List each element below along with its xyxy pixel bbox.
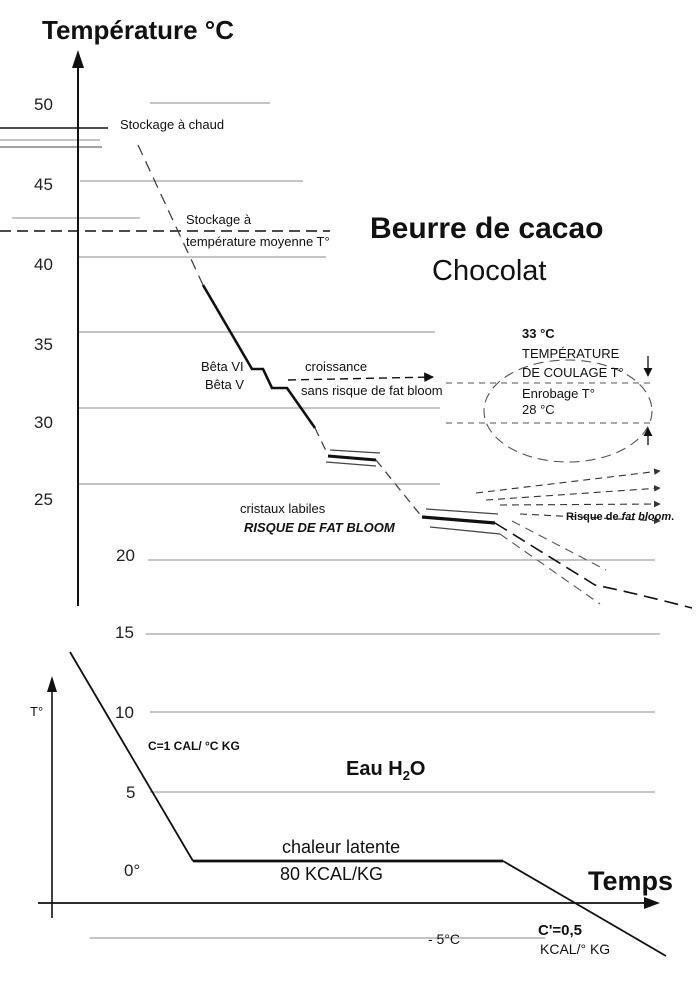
top-axis-ticks: 50 45 40 35 30 25 20 [34,95,135,565]
beta-vi-label: Bêta VI [201,359,244,374]
cooling-curve [137,144,693,609]
time-label: Temps [588,866,673,896]
annotations: Stockage à chaud Stockage à température … [120,117,674,535]
coating-label-2: 28 °C [522,402,555,417]
mid-storage-label-1: Stockage à [186,212,252,227]
pour-temp-label-2: DE COULAGE T° [522,365,624,380]
bloom-risk-arrows [475,468,661,524]
hot-storage-label: Stockage à chaud [120,117,224,132]
beta-v-label: Bêta V [205,377,244,392]
bottom-axis-ticks: 15 10 5 0° - 5°C T° [30,623,460,947]
coating-label-1: Enrobage T° [522,386,595,401]
latent-heat-label-2: 80 KCAL/KG [280,864,383,884]
tick-45: 45 [34,175,53,194]
tick-minus-5: - 5°C [428,931,460,947]
tick-5: 5 [126,783,135,802]
tick-35: 35 [34,335,53,354]
tick-10: 10 [115,703,134,722]
bloom-risk-suffix: . [671,511,674,523]
water-title-prefix: Eau H [346,758,403,780]
headline-line1: Beurre de cacao [370,212,603,245]
pour-temp-value: 33 °C [522,326,555,341]
water-title-suffix: O [410,758,426,780]
bloom-risk-term: fat bloom [622,511,672,523]
tick-40: 40 [34,255,53,274]
tick-50: 50 [34,95,53,114]
bloom-risk-prefix: Risque de [566,511,622,523]
reference-lines [0,102,660,939]
axis-title: Température °C [42,15,234,45]
time-axis [38,897,660,909]
tick-25: 25 [34,490,53,509]
water-title: Eau H2O [346,758,425,783]
mid-storage-label-2: température moyenne T° [186,234,330,249]
labile-label-2: RISQUE DE FAT BLOOM [244,520,396,535]
headline-line2: Chocolat [432,255,546,287]
tick-20: 20 [116,546,135,565]
tick-0: 0° [124,861,140,880]
ice-heat-label-1: C'=0,5 [538,922,582,939]
latent-heat-label-1: chaleur latente [282,837,400,857]
water-title-sub: 2 [403,768,410,783]
growth-label-2: sans risque de fat bloom [301,383,443,398]
bottom-y-axis [47,676,57,918]
growth-arrow [287,372,434,383]
top-y-axis [72,50,84,606]
water-annotations: Eau H2O C=1 CAL/ °C KG chaleur latente 8… [148,739,610,957]
bottom-y-label: T° [30,704,43,719]
ice-heat-label-2: KCAL/° KG [540,941,610,957]
tick-15: 15 [115,623,134,642]
pouring-temperature-zone [446,356,653,463]
pour-temp-label-1: TEMPÉRATURE [522,346,620,361]
tick-30: 30 [34,413,53,432]
labile-label-1: cristaux labiles [240,501,326,516]
water-curve [69,651,667,957]
specific-heat-label: C=1 CAL/ °C KG [148,739,240,753]
growth-label-1: croissance [305,359,367,374]
bloom-risk-label: Risque de fat bloom. [566,511,674,523]
